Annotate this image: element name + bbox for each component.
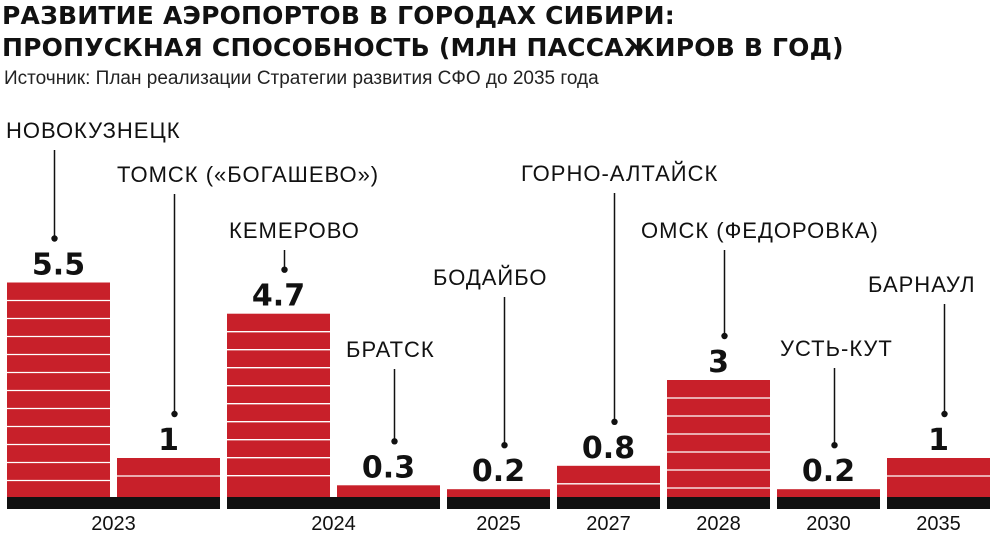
leader-dot (941, 410, 948, 418)
baseline-strip (777, 497, 880, 509)
baseline-strip (887, 497, 990, 509)
value-label: 0.8 (582, 431, 635, 466)
category-label: БАРНАУЛ (868, 272, 976, 297)
bar (667, 380, 770, 497)
bar (117, 458, 220, 497)
year-label: 2024 (311, 513, 356, 534)
category-label: БРАТСК (346, 337, 435, 362)
leader-dot (611, 418, 618, 425)
value-label: 0.2 (802, 454, 855, 489)
value-label: 1 (158, 423, 179, 458)
baseline-strip (667, 497, 770, 509)
leader-dot (831, 442, 838, 449)
chart-source: Источник: План реализации Стратегии разв… (4, 68, 599, 89)
year-label: 2035 (916, 513, 961, 534)
chart-title-line-1: РАЗВИТИЕ АЭРОПОРТОВ В ГОРОДАХ СИБИРИ: (2, 1, 676, 30)
baseline-strip (227, 497, 440, 509)
category-label: ОМСК (ФЕДОРОВКА) (641, 218, 879, 243)
category-label: НОВОКУЗНЕЦК (6, 118, 181, 143)
value-label: 1 (928, 423, 949, 458)
leader-dot (721, 332, 728, 340)
baseline-strip (7, 497, 220, 509)
bar (337, 485, 440, 497)
value-label: 5.5 (32, 248, 85, 283)
bar (887, 458, 990, 497)
value-label: 0.2 (472, 454, 525, 489)
chart-title: РАЗВИТИЕ АЭРОПОРТОВ В ГОРОДАХ СИБИРИ: ПР… (2, 0, 844, 64)
value-label: 3 (708, 345, 729, 380)
chart-title-line-2: ПРОПУСКНАЯ СПОСОБНОСТЬ (МЛН ПАССАЖИРОВ В… (2, 33, 844, 62)
bar (447, 489, 550, 497)
category-label: ГОРНО-АЛТАЙСК (521, 161, 718, 186)
value-label: 4.7 (252, 279, 305, 314)
category-label: БОДАЙБО (433, 265, 548, 290)
baseline-strip (447, 497, 550, 509)
bar (227, 313, 330, 497)
category-label: УСТЬ-КУТ (780, 336, 893, 361)
leader-dot (391, 438, 398, 445)
baseline-strip (557, 497, 660, 509)
year-label: 2030 (806, 513, 851, 534)
category-label: КЕМЕРОВО (229, 218, 360, 243)
bar (777, 489, 880, 497)
year-label: 2028 (696, 513, 741, 534)
year-label: 2023 (91, 513, 136, 534)
bar (7, 282, 110, 497)
bar (557, 465, 660, 497)
year-label: 2027 (586, 513, 631, 534)
leader-dot (171, 410, 178, 418)
leader-dot (51, 235, 58, 242)
year-label: 2025 (476, 513, 521, 534)
category-label: ТОМСК («БОГАШЕВО») (117, 162, 379, 187)
value-label: 0.3 (362, 450, 415, 485)
leader-dot (281, 266, 288, 273)
leader-dot (501, 442, 508, 449)
